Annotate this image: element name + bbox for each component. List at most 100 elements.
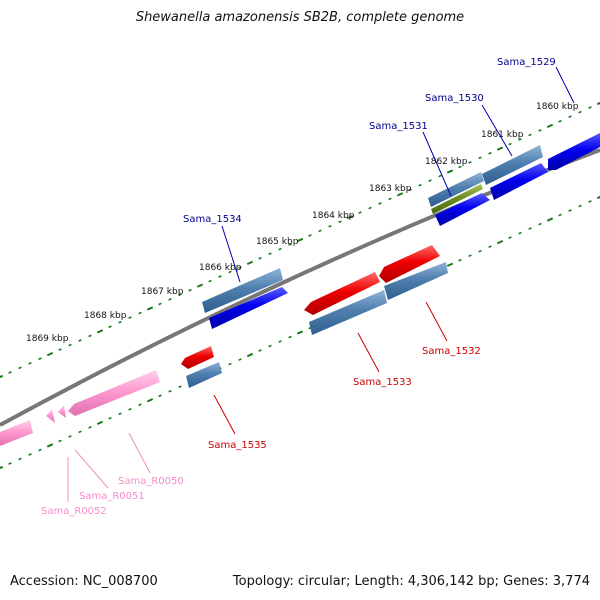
gene-block-steel[interactable] (384, 262, 448, 300)
leader-sama-1534 (221, 225, 241, 283)
tick-mark-outer (418, 183, 422, 187)
gene-label-sama-1532[interactable]: Sama_1532 (422, 346, 481, 357)
gene-arrow-red[interactable] (379, 245, 440, 283)
tick-mark-outer (578, 110, 582, 114)
tick-mark-outer (188, 288, 192, 292)
tick-mark-outer (446, 169, 454, 174)
tick-label-1864: 1864 kbp (312, 211, 355, 221)
gene-label-sama-1534[interactable]: Sama_1534 (183, 214, 242, 225)
label-leader-lines (67, 66, 575, 502)
gene-block-steel[interactable] (309, 290, 387, 335)
tick-mark-outer (268, 252, 272, 256)
tick-marks-outer (0, 101, 600, 379)
leader-sama-1531 (422, 131, 452, 197)
tick-mark-outer (228, 270, 232, 274)
genome-summary-text: Topology: circular; Length: 4,306,142 bp… (232, 574, 590, 589)
tick-label-1861: 1861 kbp (481, 130, 524, 140)
leader-sama-1533 (357, 332, 380, 373)
tick-label-1868: 1868 kbp (84, 311, 127, 321)
tick-mark-outer (78, 339, 82, 342)
tick-mark-outer (88, 334, 92, 338)
tick-mark-inner (488, 245, 492, 249)
tick-label-1860: 1860 kbp (536, 102, 579, 112)
tick-label-1862: 1862 kbp (425, 157, 468, 167)
gene-block-steel[interactable] (428, 172, 484, 207)
tick-mark-outer (318, 229, 322, 233)
tick-label-1865: 1865 kbp (256, 237, 299, 247)
gene-label-sama-r0050[interactable]: Sama_R0050 (118, 476, 184, 487)
tick-mark-inner (446, 262, 454, 267)
gene-arrow-blue[interactable] (548, 133, 600, 170)
tick-mark-outer (568, 115, 572, 119)
tick-mark-outer (458, 165, 462, 169)
tick-mark-outer (468, 160, 472, 164)
tick-mark-outer (138, 311, 142, 315)
accession-text: Accession: NC_008700 (10, 574, 158, 589)
tick-mark-outer (496, 146, 504, 151)
gene-label-sama-1531[interactable]: Sama_1531 (369, 121, 428, 132)
gene-arrow-red[interactable] (304, 272, 380, 315)
tick-mark-inner (538, 222, 542, 226)
tick-label-1869: 1869 kbp (26, 334, 69, 344)
rna-block-pink[interactable] (0, 420, 33, 446)
tick-mark-outer (346, 214, 354, 220)
gene-features (0, 133, 600, 446)
gene-arrow-blue[interactable] (435, 193, 490, 226)
tick-mark-outer (508, 142, 512, 146)
tick-mark-outer (596, 101, 600, 106)
gene-block-steel[interactable] (482, 145, 543, 185)
tick-mark-inner (278, 340, 282, 343)
tick-mark-outer (528, 133, 532, 137)
gene-arrow-blue[interactable] (209, 287, 288, 329)
tick-mark-inner (168, 389, 172, 393)
tick-mark-outer (178, 293, 182, 297)
tick-mark-inner (96, 420, 104, 426)
tick-mark-outer (108, 325, 112, 329)
tick-mark-inner (296, 330, 304, 335)
tick-mark-inner (118, 412, 122, 416)
gene-label-sama-r0052[interactable]: Sama_R0052 (41, 506, 107, 517)
gene-label-sama-1535[interactable]: Sama_1535 (208, 440, 267, 451)
gene-label-sama-1533[interactable]: Sama_1533 (353, 377, 412, 388)
tick-mark-inner (268, 344, 272, 348)
gene-arrow-red[interactable] (181, 346, 214, 369)
tick-mark-inner (178, 385, 182, 389)
tick-mark-outer (438, 174, 442, 178)
rna-arrow-pink[interactable] (68, 370, 160, 416)
tick-mark-inner (68, 435, 72, 438)
tick-mark-outer (396, 192, 404, 197)
tick-label-1866: 1866 kbp (199, 263, 242, 273)
tick-mark-outer (168, 297, 172, 301)
gene-label-sama-r0051[interactable]: Sama_R0051 (79, 491, 145, 502)
gene-block-olive[interactable] (431, 184, 483, 214)
gene-labels: Sama_1529 Sama_1530 Sama_1531 Sama_1534 … (41, 57, 556, 517)
tick-mark-inner (258, 349, 262, 352)
tick-mark-outer (196, 283, 204, 288)
tick-mark-inner (288, 335, 292, 339)
tick-mark-inner (568, 209, 572, 212)
tick-mark-inner (578, 204, 582, 208)
tick-mark-inner (158, 394, 162, 398)
tick-mark-outer (378, 202, 382, 205)
tick-mark-inner (128, 407, 132, 411)
gene-label-sama-1530[interactable]: Sama_1530 (425, 93, 484, 104)
gene-arrow-blue[interactable] (490, 163, 548, 200)
tick-mark-outer (278, 247, 282, 251)
tick-mark-outer (146, 306, 154, 311)
tick-mark-outer (0, 374, 4, 379)
tick-mark-outer (408, 188, 412, 192)
gene-block-steel[interactable] (186, 362, 222, 388)
tick-mark-inner (528, 227, 532, 230)
tick-mark-inner (8, 462, 12, 465)
gene-label-sama-1529[interactable]: Sama_1529 (497, 57, 556, 68)
rna-arrow-pink[interactable] (58, 405, 66, 418)
tick-mark-inner (546, 217, 554, 222)
tick-mark-outer (96, 329, 104, 334)
rna-arrow-pink[interactable] (46, 409, 55, 423)
tick-mark-inner (496, 239, 504, 245)
gene-block-steel[interactable] (202, 268, 283, 313)
tick-mark-inner (38, 448, 42, 452)
tick-marks-inner (0, 195, 600, 470)
tick-label-1863: 1863 kbp (369, 184, 412, 194)
tick-mark-outer (218, 275, 222, 278)
